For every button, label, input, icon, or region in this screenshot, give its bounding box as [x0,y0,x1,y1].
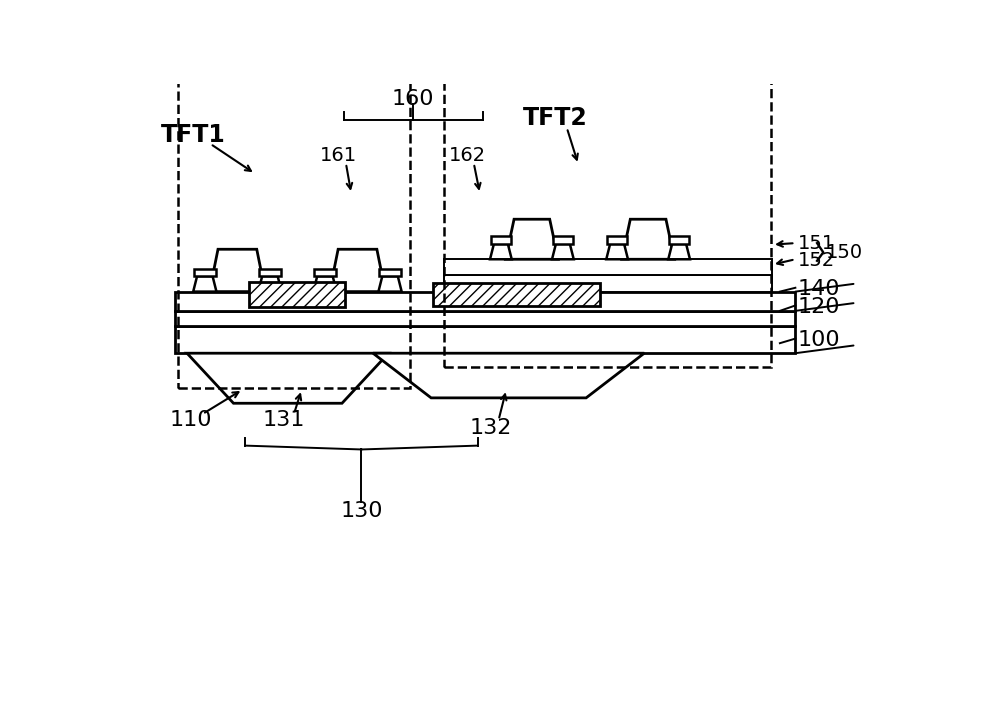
Text: 110: 110 [170,410,212,430]
Bar [178,74,410,388]
Polygon shape [209,249,265,291]
Text: 162: 162 [449,146,486,165]
Bar [444,75,771,367]
Bar [175,291,795,311]
Polygon shape [506,219,558,259]
Bar [175,326,795,353]
Text: 152: 152 [798,251,835,270]
Bar [553,236,573,244]
Bar [607,236,627,244]
Polygon shape [490,244,512,259]
Text: 151: 151 [798,234,835,253]
Text: 140: 140 [798,279,840,299]
Text: 161: 161 [320,146,357,165]
Text: 132: 132 [470,418,512,438]
Polygon shape [622,219,674,259]
Polygon shape [187,353,388,403]
Polygon shape [258,276,282,291]
Polygon shape [373,353,644,398]
Bar [669,236,689,244]
Polygon shape [606,244,628,259]
Bar [249,282,345,307]
Bar [175,311,795,326]
Bar [444,259,772,275]
Text: TFT1: TFT1 [161,123,226,147]
Polygon shape [378,276,402,291]
Polygon shape [193,276,216,291]
Text: 131: 131 [263,410,305,430]
Text: 130: 130 [340,501,383,521]
Text: TFT2: TFT2 [523,106,588,130]
Text: 120: 120 [798,297,840,317]
Polygon shape [552,244,574,259]
Bar [314,268,336,276]
Bar [259,268,281,276]
Polygon shape [330,249,385,291]
Text: 100: 100 [798,330,840,350]
Bar [444,275,772,291]
Bar [433,283,600,306]
Bar [194,268,216,276]
Bar [379,268,401,276]
Polygon shape [668,244,690,259]
Text: 160: 160 [392,89,435,109]
Text: 150: 150 [826,243,864,262]
Bar [491,236,511,244]
Polygon shape [313,276,337,291]
